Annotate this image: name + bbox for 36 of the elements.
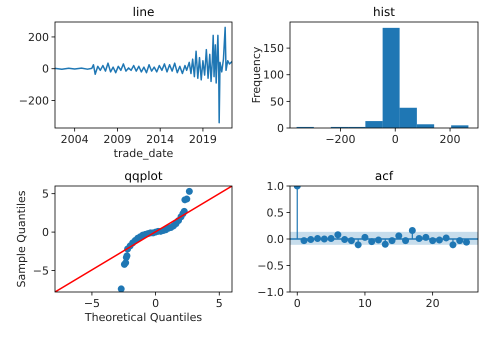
y-tick-label: 0.5 [266, 206, 284, 220]
y-tick-label: 0 [277, 122, 284, 135]
y-tick-label: −5 [32, 264, 49, 278]
y-tick-label: 1.0 [266, 180, 284, 193]
y-axis-title: Frequency [250, 46, 263, 104]
x-axis-title: Theoretical Quantiles [84, 311, 202, 324]
x-tick-label: 0 [152, 297, 160, 310]
x-tick-label: 2014 [146, 133, 174, 146]
y-tick-label: −0.5 [257, 260, 284, 272]
y-tick-label: 150 [263, 42, 284, 56]
x-tick-label: 10 [358, 297, 372, 310]
chart-title: acf [374, 169, 394, 183]
chart-title: qqplot [124, 169, 163, 183]
y-tick-label: 100 [263, 68, 284, 82]
y-tick-label: 0 [42, 226, 49, 240]
y-tick-label: 50 [270, 95, 284, 108]
chart-title: hist [373, 5, 396, 19]
x-tick-label: 200 [440, 133, 461, 146]
x-tick-label: 0 [294, 297, 301, 310]
x-axis-title: trade_date [114, 147, 174, 160]
x-tick-label: 20 [426, 297, 440, 310]
x-tick-label: 5 [216, 297, 223, 310]
y-tick-label: −1.0 [257, 286, 284, 299]
x-tick-label: −5 [84, 297, 100, 310]
y-tick-label: 0.0 [266, 233, 284, 246]
x-tick-label: 2019 [188, 133, 217, 146]
x-tick-label: 2004 [60, 133, 89, 146]
x-tick-label: 0 [392, 133, 399, 146]
y-tick-label: 5 [42, 188, 49, 201]
y-tick-label: 200 [28, 30, 49, 44]
y-tick-label: −200 [18, 94, 49, 108]
y-tick-label: 0 [42, 62, 49, 76]
x-tick-label: −200 [325, 133, 356, 146]
chart-title: line [132, 5, 154, 19]
y-axis-title: Sample Quantiles [15, 190, 28, 288]
x-tick-label: 2009 [103, 133, 132, 146]
